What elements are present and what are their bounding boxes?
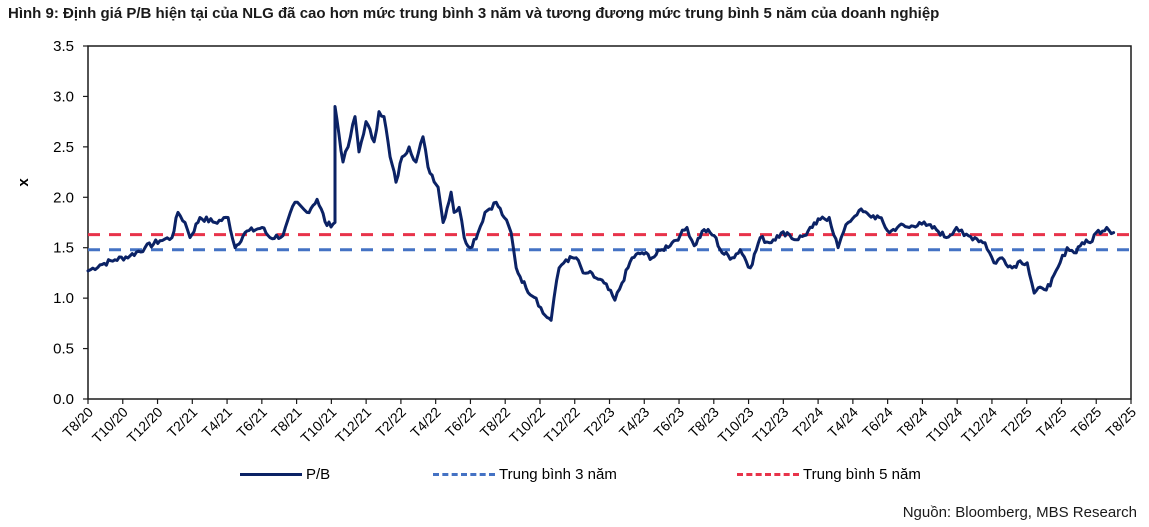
x-tick-label: T6/21 <box>233 404 270 441</box>
x-tick-label: T6/22 <box>442 404 479 441</box>
x-tick-label: T12/22 <box>541 404 583 446</box>
x-tick-label: T10/21 <box>297 404 339 446</box>
y-tick-label: 1.5 <box>53 240 74 257</box>
y-axis: 0.0 0.5 1.0 1.5 2.0 2.5 3.0 3.5 <box>53 38 88 408</box>
x-tick-label: T2/23 <box>581 404 618 441</box>
x-tick-label: T2/25 <box>998 404 1035 441</box>
x-tick-label: T2/22 <box>372 404 409 441</box>
x-tick-label: T6/25 <box>1068 404 1105 441</box>
y-tick-label: 2.0 <box>53 189 74 206</box>
y-tick-label: 2.5 <box>53 139 74 156</box>
x-tick-label: T10/23 <box>715 404 757 446</box>
plot-frame <box>87 45 1132 400</box>
legend-label-avg3: Trung bình 3 năm <box>499 466 617 483</box>
x-tick-label: T4/21 <box>199 404 236 441</box>
y-tick-label: 0.5 <box>53 341 74 358</box>
x-tick-label: T4/22 <box>407 404 444 441</box>
y-tick-label: 3.5 <box>53 38 74 55</box>
x-tick-label: T10/22 <box>506 404 548 446</box>
y-tick-label: 1.0 <box>53 290 74 307</box>
x-tick-label: T12/21 <box>332 404 374 446</box>
x-tick-label: T4/25 <box>1033 404 1070 441</box>
x-tick-label: T2/21 <box>164 404 201 441</box>
x-axis: T8/20T10/20T12/20T2/21T4/21T6/21T8/21T10… <box>59 399 1139 446</box>
y-tick-label: 0.0 <box>53 391 74 408</box>
x-tick-label: T4/24 <box>824 404 861 441</box>
legend: P/B Trung bình 3 năm Trung bình 5 năm <box>0 466 1149 488</box>
x-tick-label: T6/23 <box>651 404 688 441</box>
y-axis-label: x <box>15 178 32 187</box>
plot-border <box>87 45 1132 400</box>
x-tick-label: T12/24 <box>958 404 1000 446</box>
legend-swatch-avg3 <box>433 473 495 476</box>
y-tick-label: 3.0 <box>53 88 74 105</box>
x-tick-label: T4/23 <box>616 404 653 441</box>
pb-series-line <box>86 105 1116 322</box>
x-tick-label: T6/24 <box>859 404 896 441</box>
legend-label-pb: P/B <box>306 466 331 483</box>
x-tick-label: T8/25 <box>1102 404 1139 441</box>
x-tick-label: T10/20 <box>89 404 131 446</box>
legend-label-avg5: Trung bình 5 năm <box>803 466 921 483</box>
legend-swatch-pb <box>240 473 302 476</box>
x-tick-label: T12/23 <box>749 404 791 446</box>
legend-swatch-avg5 <box>737 473 799 476</box>
legend-item-pb: P/B <box>240 466 330 483</box>
x-tick-label: T10/24 <box>923 404 965 446</box>
chart-title: Hình 9: Định giá P/B hiện tại của NLG đã… <box>8 5 940 22</box>
x-tick-label: T12/20 <box>124 404 166 446</box>
legend-item-avg5: Trung bình 5 năm <box>737 466 921 483</box>
series-layer <box>86 105 1131 322</box>
x-tick-label: T2/24 <box>790 404 827 441</box>
source-note: Nguồn: Bloomberg, MBS Research <box>902 504 1137 521</box>
legend-item-avg3: Trung bình 3 năm <box>433 466 617 483</box>
